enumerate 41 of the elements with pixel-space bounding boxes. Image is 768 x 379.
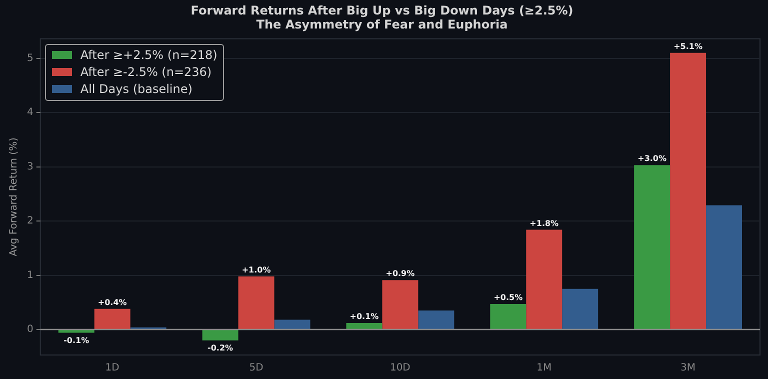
y-tick-label: 2 (26, 216, 34, 227)
legend-label: After ≥-2.5% (n=236) (80, 65, 212, 80)
data-label: -0.1% (64, 336, 90, 345)
y-tick-label: 0 (26, 324, 34, 336)
data-label: +0.1% (350, 312, 379, 322)
x-tick-label: 10D (390, 362, 411, 374)
bar (562, 288, 598, 330)
bar (58, 330, 94, 333)
data-label: +3.0% (638, 154, 666, 164)
bar (526, 230, 562, 330)
bar (346, 323, 382, 330)
x-tick-label: 1D (105, 362, 120, 374)
data-label: +0.4% (98, 298, 127, 307)
x-tick-label: 3M (680, 362, 696, 374)
chart-subtitle: The Asymmetry of Fear and Euphoria (256, 18, 508, 32)
data-label: +0.5% (494, 293, 523, 302)
chart-title: Forward Returns After Big Up vs Big Down Days (≥2.5%) (190, 3, 574, 18)
y-tick-label: 4 (26, 107, 34, 118)
bar (634, 165, 670, 330)
y-tick-label: 1 (26, 270, 34, 281)
y-axis-title: Avg Forward Return (%) (8, 137, 20, 256)
bar (418, 310, 454, 330)
legend-label: All Days (baseline) (80, 82, 192, 96)
data-label: +5.1% (674, 42, 702, 51)
data-label: -0.2% (208, 343, 234, 352)
bar (94, 308, 130, 330)
x-tick-label: 1M (536, 362, 552, 374)
data-label: +0.9% (386, 269, 415, 278)
data-label: +1.8% (530, 218, 559, 228)
bar (670, 52, 706, 330)
bar (490, 304, 526, 330)
y-tick-label: 5 (26, 52, 34, 64)
bar (382, 280, 418, 330)
bar (238, 276, 274, 330)
y-tick-label: 3 (26, 161, 34, 172)
bar (274, 320, 310, 330)
data-label: +1.0% (242, 265, 271, 274)
x-tick-label: 5D (249, 362, 264, 374)
bar (202, 330, 238, 340)
legend-label: After ≥+2.5% (n=218) (80, 48, 218, 62)
bar (706, 205, 742, 330)
